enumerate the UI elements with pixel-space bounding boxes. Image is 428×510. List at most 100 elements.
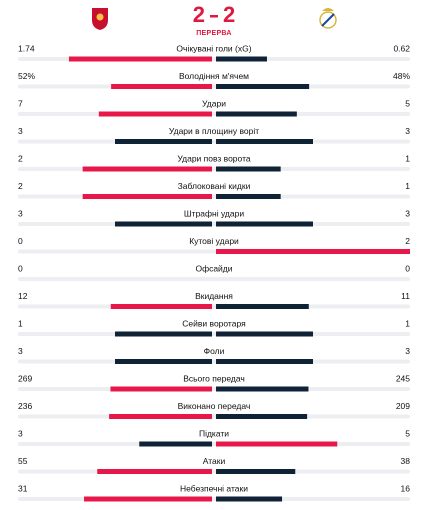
away-value: 2	[405, 236, 410, 246]
home-bar	[98, 111, 212, 117]
away-value: 1	[405, 318, 410, 328]
bar-track	[18, 332, 410, 336]
home-bar	[139, 441, 212, 447]
away-bar	[216, 469, 296, 474]
away-bar	[216, 331, 313, 337]
stat-label: Виконано передач	[178, 401, 251, 411]
score-dash	[210, 15, 218, 18]
stat-label: Підкати	[199, 428, 229, 438]
away-value: 16	[401, 483, 411, 493]
away-value: 3	[405, 346, 410, 356]
bar-track	[18, 139, 410, 144]
bar-track	[18, 387, 410, 391]
stat-label: Вкидання	[195, 291, 233, 301]
home-bar	[97, 469, 212, 474]
home-bar	[111, 84, 212, 89]
home-value: 2	[18, 181, 23, 191]
bar-track	[18, 222, 410, 226]
home-value: 1.74	[18, 43, 35, 53]
away-value: 5	[405, 428, 410, 438]
away-bar	[216, 304, 309, 309]
away-value: 245	[396, 373, 410, 383]
home-bar	[115, 359, 212, 364]
away-value: 38	[401, 456, 411, 466]
home-score: 2	[193, 2, 205, 27]
home-bar	[115, 139, 212, 144]
away-value: 3	[405, 208, 410, 218]
away-bar	[216, 414, 308, 419]
away-bar	[216, 359, 313, 364]
home-value: 0	[18, 263, 23, 273]
stat-label: Очікувані голи (xG)	[176, 43, 251, 53]
bar-track	[18, 304, 410, 309]
away-value: 3	[405, 126, 410, 136]
home-value: 12	[18, 291, 28, 301]
away-bar	[216, 249, 410, 254]
away-value: 0	[405, 263, 410, 273]
home-bar	[68, 56, 213, 62]
home-value: 1	[18, 318, 23, 328]
away-bar	[216, 221, 313, 227]
bar-track	[18, 442, 410, 446]
away-value: 1	[405, 153, 410, 163]
home-value: 236	[18, 401, 32, 411]
bar-track	[18, 84, 410, 89]
away-score: 2	[223, 2, 235, 27]
home-value: 3	[18, 208, 23, 218]
stat-label: Володіння м'ячем	[179, 71, 249, 81]
home-value: 3	[18, 126, 23, 136]
bar-track	[18, 112, 410, 116]
bar-track	[18, 277, 410, 281]
home-bar	[82, 166, 213, 172]
stat-label: Фоли	[204, 346, 225, 356]
home-value: 2	[18, 153, 23, 163]
home-value: 269	[18, 373, 32, 383]
away-bar	[216, 441, 338, 447]
bar-track	[18, 497, 410, 501]
away-value: 1	[405, 181, 410, 191]
home-value: 3	[18, 428, 23, 438]
away-value: 5	[405, 98, 410, 108]
away-bar	[216, 386, 309, 392]
stat-label: Штрафні удари	[184, 208, 244, 218]
home-bar	[115, 221, 212, 227]
home-bar	[110, 386, 212, 392]
away-bar	[216, 139, 313, 144]
stat-label: Кутові удари	[189, 236, 239, 246]
stat-label: Удари повз ворота	[177, 153, 250, 163]
match-status: ПЕРЕРВА	[196, 30, 232, 37]
stat-label: Офсайди	[195, 263, 232, 273]
home-bar	[115, 331, 212, 337]
away-value: 48%	[393, 71, 410, 81]
away-logo	[319, 8, 337, 29]
away-bar	[216, 111, 297, 117]
away-bar	[216, 166, 281, 172]
home-value: 7	[18, 98, 23, 108]
away-value: 0.62	[393, 43, 410, 53]
home-value: 52%	[18, 71, 35, 81]
stat-label: Удари в площину воріт	[169, 126, 259, 136]
stat-label: Заблоковані кидки	[178, 181, 251, 191]
home-value: 3	[18, 346, 23, 356]
home-value: 0	[18, 236, 23, 246]
away-value: 209	[396, 401, 410, 411]
stat-label: Всього передач	[183, 373, 245, 383]
away-value: 11	[401, 291, 410, 301]
home-value: 55	[18, 456, 28, 466]
bar-track	[18, 167, 410, 171]
away-bar	[216, 496, 283, 502]
away-bar	[216, 194, 281, 199]
bar-track	[18, 359, 410, 364]
home-bar	[110, 304, 212, 309]
home-bar	[109, 414, 212, 419]
bar-track	[18, 194, 410, 199]
away-bar	[216, 84, 310, 89]
bar-track	[18, 469, 410, 474]
bar-track	[18, 414, 410, 419]
stat-label: Удари	[202, 98, 226, 108]
home-value: 31	[18, 483, 28, 493]
stat-label: Атаки	[203, 456, 226, 466]
home-bar	[84, 496, 212, 502]
stat-label: Небезпечні атаки	[180, 483, 248, 493]
